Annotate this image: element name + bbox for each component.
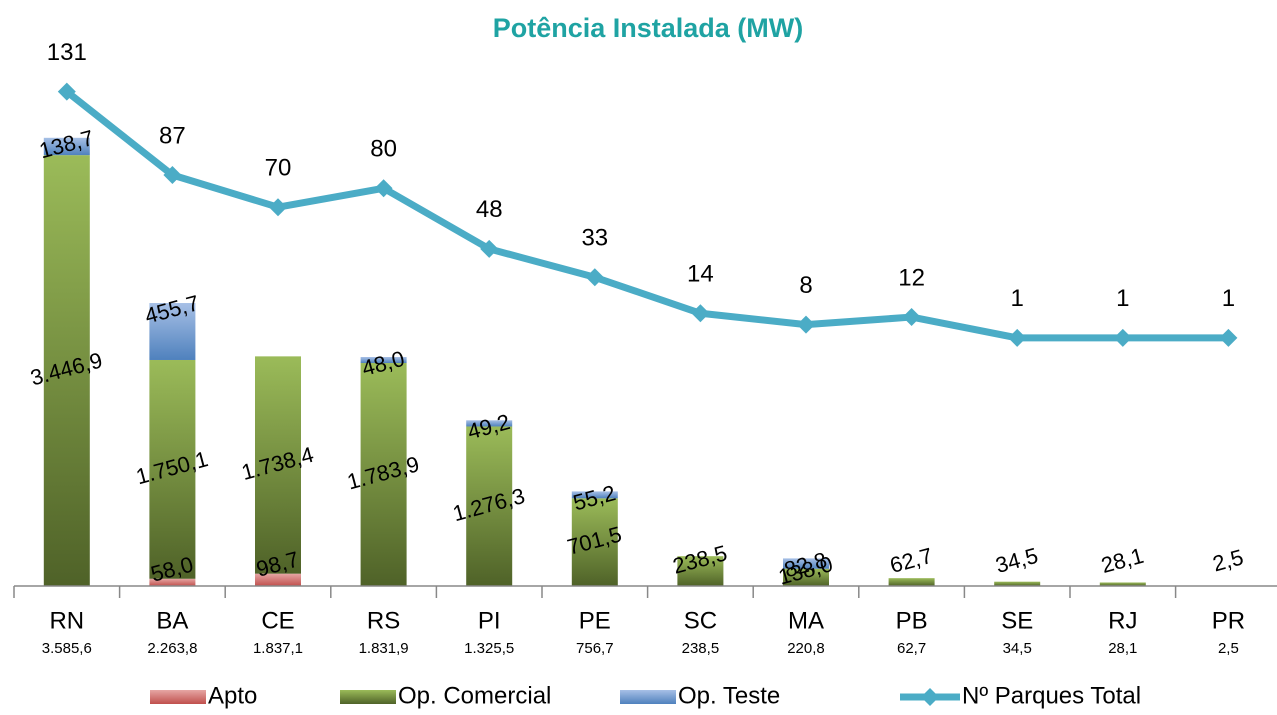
line-marker (585, 268, 604, 287)
x-tick-label: PI (478, 607, 501, 634)
x-tick-label: CE (261, 607, 294, 634)
line-marker (374, 179, 393, 198)
legend-label: Op. Comercial (398, 682, 551, 709)
x-tick-label: RJ (1108, 607, 1137, 634)
data-label: 2,5 (1210, 544, 1246, 576)
legend-swatch (340, 690, 396, 704)
total-label: 28,1 (1108, 640, 1137, 657)
line-label: 33 (581, 225, 608, 252)
x-tick-label: SE (1001, 607, 1033, 634)
line-label: 1 (1116, 285, 1129, 312)
bar-segment (571, 491, 618, 499)
line-label: 8 (799, 272, 812, 299)
total-label: 1.831,9 (359, 640, 409, 657)
line-label: 131 (47, 39, 87, 66)
x-tick-label: BA (156, 607, 188, 634)
x-tick-label: PE (579, 607, 611, 634)
bar-segment (571, 498, 618, 586)
line-label: 14 (687, 261, 714, 288)
data-label: 28,1 (1098, 543, 1146, 578)
line-marker (163, 166, 182, 185)
total-label: 2.263,8 (147, 640, 197, 657)
line-label: 70 (265, 155, 292, 182)
bar-segment (994, 581, 1041, 586)
legend-swatch (620, 690, 676, 704)
line-series (64, 88, 1229, 342)
total-label: 1.325,5 (464, 640, 514, 657)
line-label: 80 (370, 136, 397, 163)
legend-label: Op. Teste (678, 682, 780, 709)
bar-segment (888, 578, 935, 586)
x-tick-label: RN (49, 607, 84, 634)
line-label: 1 (1011, 285, 1024, 312)
total-label: 238,5 (682, 640, 720, 657)
line-marker (1008, 328, 1027, 347)
line-label: 87 (159, 122, 186, 149)
total-label: 756,7 (576, 640, 614, 657)
bar-segment (360, 363, 407, 586)
line-marker (797, 315, 815, 334)
line-marker (269, 198, 287, 217)
bar-segment (149, 359, 196, 579)
bar-segment (149, 303, 196, 360)
data-label: 34,5 (993, 543, 1041, 578)
data-label: 62,7 (887, 543, 935, 578)
bar-segment (149, 578, 196, 586)
total-label: 62,7 (897, 640, 926, 657)
bar-segment (466, 420, 513, 427)
bar-segment (677, 556, 724, 586)
total-label: 3.585,6 (42, 640, 92, 657)
line-label: 48 (476, 196, 503, 223)
x-tick-label: PB (896, 607, 928, 634)
bar-segment (783, 558, 829, 569)
line-marker (57, 82, 76, 101)
total-label: 220,8 (787, 640, 825, 657)
bar-segment (466, 426, 513, 586)
total-label: 1.837,1 (253, 640, 303, 657)
x-tick-label: MA (788, 607, 824, 634)
line-label: 1 (1222, 285, 1235, 312)
x-tick-label: SC (684, 607, 717, 634)
bar-segment (1099, 582, 1146, 586)
bar-segment (255, 356, 301, 574)
legend-label: Nº Parques Total (962, 682, 1141, 709)
line-marker (480, 239, 499, 258)
chart-title: Potência Instalada (MW) (493, 13, 804, 43)
x-tick-label: PR (1212, 607, 1245, 634)
bar-segment (43, 137, 90, 156)
line-marker (1219, 328, 1238, 347)
legend-marker (921, 688, 939, 706)
legend-label: Apto (208, 682, 257, 709)
line-marker (1113, 328, 1132, 347)
x-tick-label: RS (367, 607, 400, 634)
bar-segment (783, 568, 829, 586)
bar-segment (43, 155, 90, 586)
total-label: 34,5 (1003, 640, 1032, 657)
line-marker (902, 308, 921, 327)
line-marker (691, 304, 710, 323)
legend-swatch (150, 690, 206, 704)
bar-segment (360, 357, 407, 364)
line-label: 12 (898, 264, 925, 291)
total-label: 2,5 (1218, 640, 1239, 657)
bar-segment (255, 573, 301, 586)
